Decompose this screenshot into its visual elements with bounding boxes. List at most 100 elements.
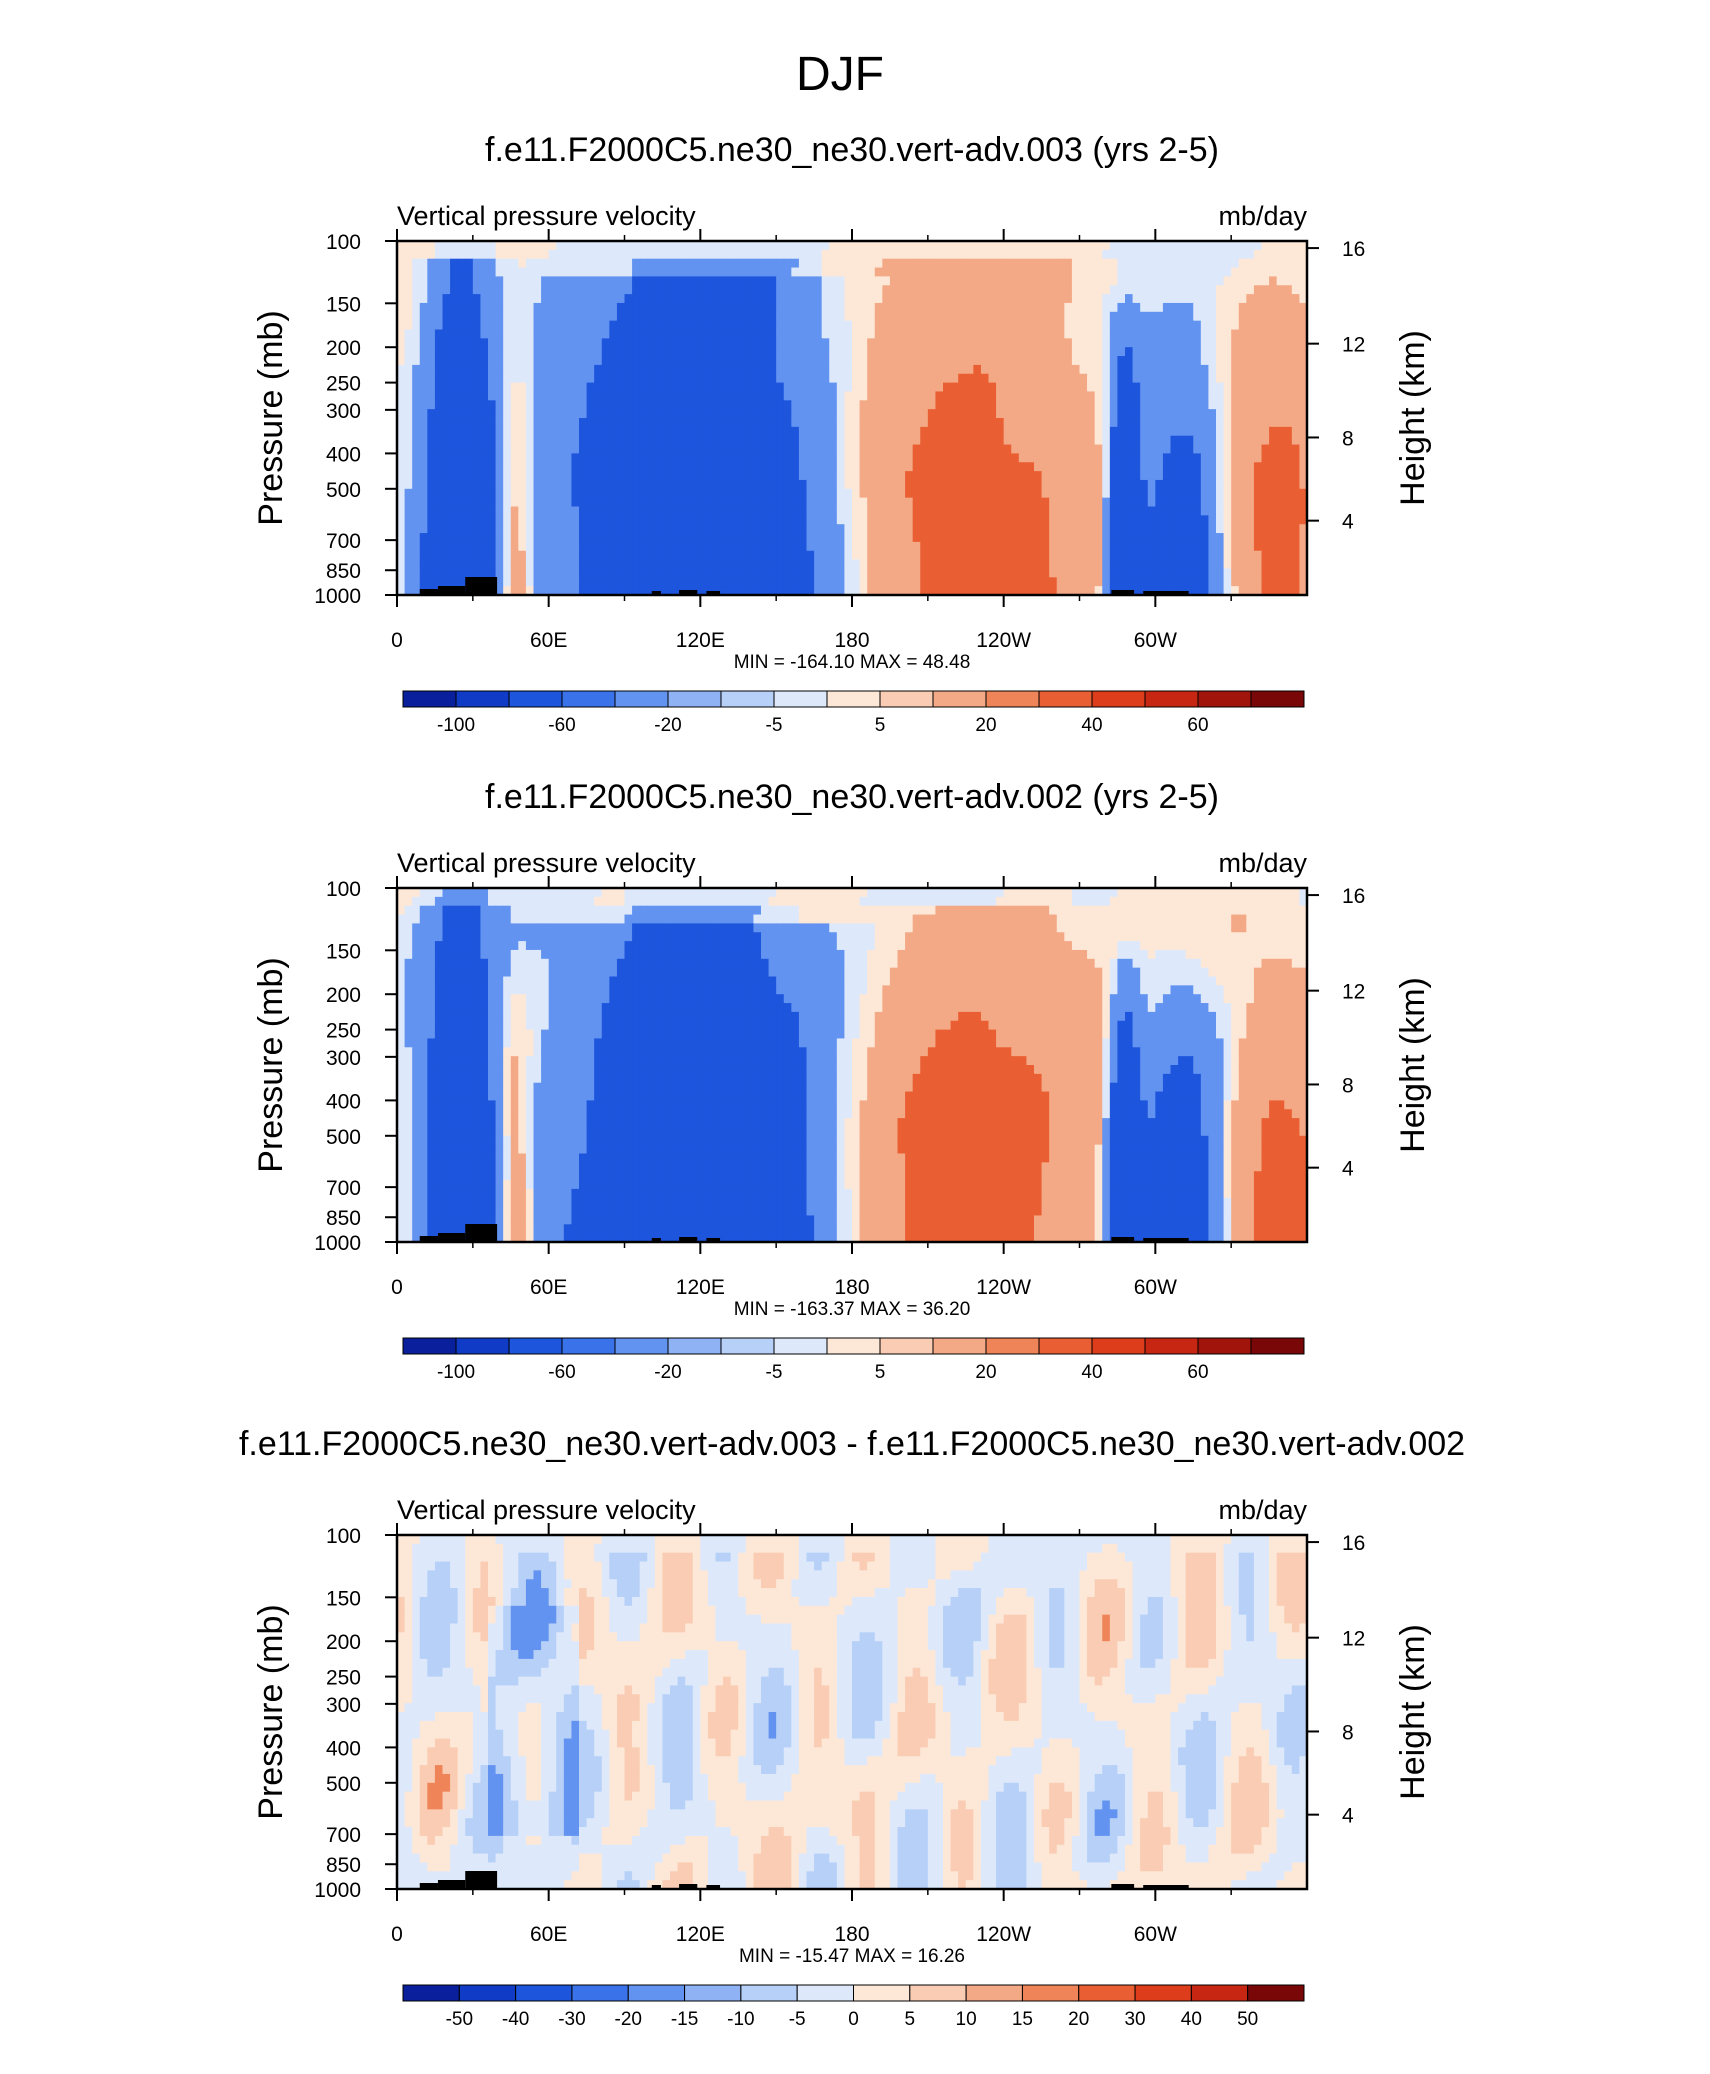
heat-cell (707, 258, 717, 269)
heat-cell (973, 586, 982, 596)
heat-cell (548, 453, 557, 463)
heat-cell (1117, 267, 1126, 277)
heat-cell (1231, 453, 1240, 463)
heat-cell (1140, 302, 1149, 313)
heat-cell (1208, 338, 1217, 348)
heat-cell (1064, 533, 1073, 543)
heat-cell (616, 426, 626, 437)
heat-cell (1162, 524, 1172, 534)
heat-cell (419, 435, 428, 446)
heat-cell (867, 568, 876, 578)
heat-cell (745, 550, 755, 561)
heat-cell (548, 329, 557, 339)
heat-cell (556, 241, 565, 251)
heat-cell (563, 409, 573, 419)
heat-cell (768, 586, 777, 596)
heat-cell (776, 356, 785, 366)
heat-cell (882, 550, 891, 561)
heat-cell (753, 329, 762, 339)
heat-cell (1071, 533, 1081, 543)
heat-cell (761, 356, 770, 366)
heat-cell (958, 506, 967, 516)
heat-cell (889, 267, 899, 277)
heat-cell (632, 391, 641, 401)
heat-cell (738, 276, 747, 286)
heat-cell (1079, 276, 1088, 286)
heat-cell (1261, 506, 1270, 516)
heat-cell (412, 409, 421, 419)
heat-cell (889, 453, 899, 463)
heat-cell (541, 515, 550, 525)
heat-cell (1064, 409, 1073, 419)
heat-cell (996, 453, 1005, 463)
heat-cell (609, 409, 618, 419)
heat-cell (647, 391, 656, 401)
heat-cell (988, 400, 997, 410)
heat-cell (730, 550, 739, 561)
heat-cell (1208, 276, 1217, 286)
heat-cell (1208, 418, 1217, 428)
heat-cell (563, 586, 573, 596)
heat-cell (730, 400, 739, 410)
heat-cell (647, 364, 656, 375)
heat-cell (692, 347, 701, 357)
heat-cell (730, 241, 739, 251)
heat-cell (442, 320, 451, 331)
heat-cell (768, 541, 777, 552)
heat-cell (1109, 267, 1119, 277)
heat-cell (525, 471, 535, 481)
heat-cell (639, 586, 648, 596)
heat-cell (738, 249, 747, 260)
heat-cell (670, 586, 679, 596)
heat-cell (488, 276, 497, 286)
heat-cell (404, 285, 413, 295)
heat-cell (488, 258, 497, 269)
heat-cell (556, 347, 565, 357)
heat-cell (814, 541, 823, 552)
heat-cell (829, 462, 838, 472)
heat-cell (647, 373, 656, 384)
heat-cell (692, 568, 701, 578)
heat-cell (397, 285, 406, 295)
heat-cell (692, 356, 701, 366)
heat-cell (647, 329, 656, 339)
heat-cell (980, 586, 990, 596)
heat-cell (730, 506, 739, 516)
heat-cell (738, 515, 747, 525)
heat-cell (1003, 302, 1012, 313)
heat-cell (1178, 444, 1187, 454)
heat-cell (1049, 506, 1058, 516)
heat-cell (1284, 267, 1293, 277)
heat-cell (1200, 453, 1210, 463)
heat-cell (1034, 435, 1043, 446)
heat-cell (609, 453, 618, 463)
heat-cell (563, 533, 573, 543)
heat-cell (1109, 373, 1119, 384)
heat-cell (874, 471, 883, 481)
heat-cell (1261, 515, 1270, 525)
heat-cell (798, 426, 808, 437)
heat-cell (632, 506, 641, 516)
heat-cell (874, 276, 883, 286)
heat-cell (935, 479, 944, 490)
heat-cell (1155, 382, 1164, 393)
heat-cell (723, 435, 732, 446)
heat-cell (980, 453, 990, 463)
heat-cell (1238, 444, 1247, 454)
heat-cell (495, 364, 504, 375)
heat-cell (882, 515, 891, 525)
heat-cell (677, 285, 686, 295)
heat-cell (1132, 444, 1141, 454)
heat-cell (859, 276, 868, 286)
heat-cell (707, 888, 717, 898)
colorbar-box (932, 690, 987, 708)
heat-cell (783, 888, 792, 898)
heat-cell (1064, 382, 1073, 393)
heat-cell (1102, 497, 1111, 508)
heat-cell (503, 488, 512, 499)
heat-cell (1170, 391, 1179, 401)
heat-cell (632, 462, 641, 472)
heat-cell (852, 302, 861, 313)
heat-cell (1117, 497, 1126, 508)
heat-cell (950, 453, 959, 463)
